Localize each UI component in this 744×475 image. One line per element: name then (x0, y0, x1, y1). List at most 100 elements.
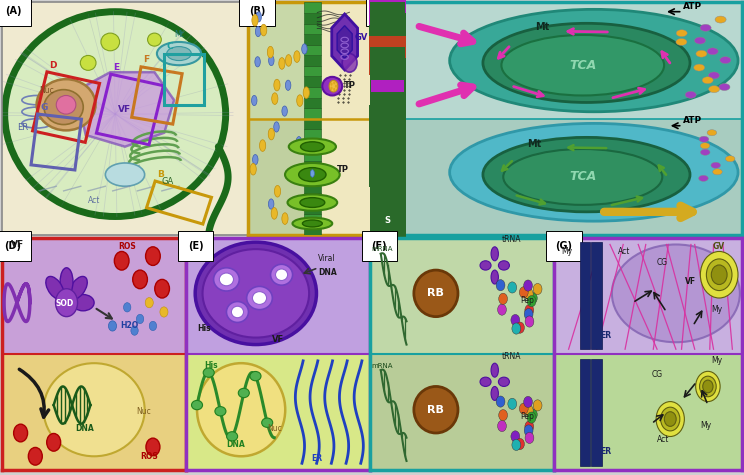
Circle shape (28, 447, 42, 465)
Circle shape (696, 371, 720, 401)
Text: S: S (385, 217, 391, 226)
Circle shape (702, 77, 713, 84)
Text: GV: GV (713, 242, 725, 251)
Ellipse shape (219, 273, 234, 286)
Circle shape (498, 420, 507, 432)
Text: DNA: DNA (318, 268, 337, 277)
Text: I: I (386, 206, 389, 215)
Text: CG: CG (657, 258, 668, 267)
Polygon shape (332, 14, 358, 70)
Circle shape (255, 27, 261, 37)
Text: GV: GV (355, 33, 368, 42)
Text: Nuc: Nuc (39, 86, 54, 95)
Bar (304, 140, 321, 151)
Circle shape (528, 293, 537, 304)
Circle shape (700, 149, 710, 155)
Ellipse shape (195, 242, 316, 344)
Circle shape (699, 175, 708, 181)
Circle shape (693, 64, 705, 71)
Text: Viral: Viral (318, 254, 336, 263)
Circle shape (297, 95, 303, 106)
Text: C: C (385, 152, 391, 161)
Bar (304, 45, 321, 55)
Text: C: C (385, 39, 391, 48)
Bar (304, 13, 321, 24)
Bar (304, 129, 321, 140)
Circle shape (282, 106, 287, 116)
Ellipse shape (612, 245, 740, 342)
Text: mRNA: mRNA (371, 247, 393, 253)
Circle shape (115, 251, 129, 270)
Circle shape (508, 398, 516, 409)
Circle shape (269, 56, 274, 66)
Ellipse shape (301, 142, 324, 152)
Text: Act: Act (657, 435, 670, 444)
Circle shape (664, 412, 676, 427)
Text: S: S (385, 195, 391, 204)
Text: (C): (C) (376, 6, 392, 16)
Ellipse shape (275, 269, 288, 281)
Ellipse shape (503, 149, 662, 205)
Bar (304, 2, 321, 13)
Circle shape (707, 48, 718, 55)
Bar (304, 108, 321, 119)
Text: (A): (A) (4, 6, 21, 16)
Ellipse shape (302, 220, 322, 227)
Bar (304, 171, 321, 182)
Circle shape (496, 396, 505, 407)
Bar (304, 24, 321, 34)
Text: tRNA: tRNA (502, 235, 522, 244)
Text: Mt: Mt (535, 22, 549, 32)
Circle shape (13, 424, 28, 442)
Circle shape (255, 57, 260, 67)
Text: D: D (49, 60, 57, 69)
Circle shape (519, 287, 528, 298)
Ellipse shape (250, 371, 261, 381)
Circle shape (304, 87, 310, 98)
Polygon shape (76, 72, 174, 147)
Text: ER: ER (17, 124, 28, 133)
Text: I: I (386, 95, 389, 104)
Bar (372, 119, 742, 235)
Ellipse shape (449, 124, 738, 221)
Ellipse shape (247, 286, 272, 310)
Ellipse shape (226, 302, 248, 323)
Text: TCA: TCA (569, 171, 597, 183)
Text: Y: Y (385, 142, 391, 151)
Text: SOD: SOD (56, 299, 74, 308)
Circle shape (508, 282, 516, 293)
Text: ER: ER (311, 454, 322, 463)
Bar (2, 354, 186, 470)
Ellipse shape (335, 85, 337, 88)
Ellipse shape (46, 276, 64, 299)
Bar (304, 76, 321, 87)
Circle shape (310, 170, 315, 177)
Text: Act: Act (618, 247, 630, 256)
Bar (310, 2, 372, 119)
Circle shape (260, 140, 266, 152)
Bar (304, 193, 321, 203)
Text: tRNA: tRNA (502, 352, 522, 361)
Circle shape (109, 321, 117, 331)
Circle shape (699, 136, 709, 142)
Ellipse shape (298, 168, 326, 181)
Text: Nuc: Nuc (136, 408, 151, 417)
Text: ATP: ATP (682, 2, 702, 11)
Text: (F): (F) (371, 241, 387, 251)
Circle shape (80, 56, 96, 70)
Circle shape (715, 16, 726, 23)
Text: Pep: Pep (521, 412, 534, 421)
Circle shape (527, 412, 536, 423)
Circle shape (160, 307, 168, 317)
Polygon shape (337, 26, 352, 58)
Bar (304, 182, 321, 193)
Circle shape (511, 314, 520, 325)
Text: Y: Y (385, 28, 391, 38)
Circle shape (725, 156, 735, 162)
Text: GA: GA (162, 177, 174, 186)
Circle shape (516, 322, 525, 333)
Circle shape (703, 380, 713, 393)
Ellipse shape (203, 368, 214, 377)
Text: My: My (712, 356, 722, 365)
Ellipse shape (329, 80, 338, 92)
